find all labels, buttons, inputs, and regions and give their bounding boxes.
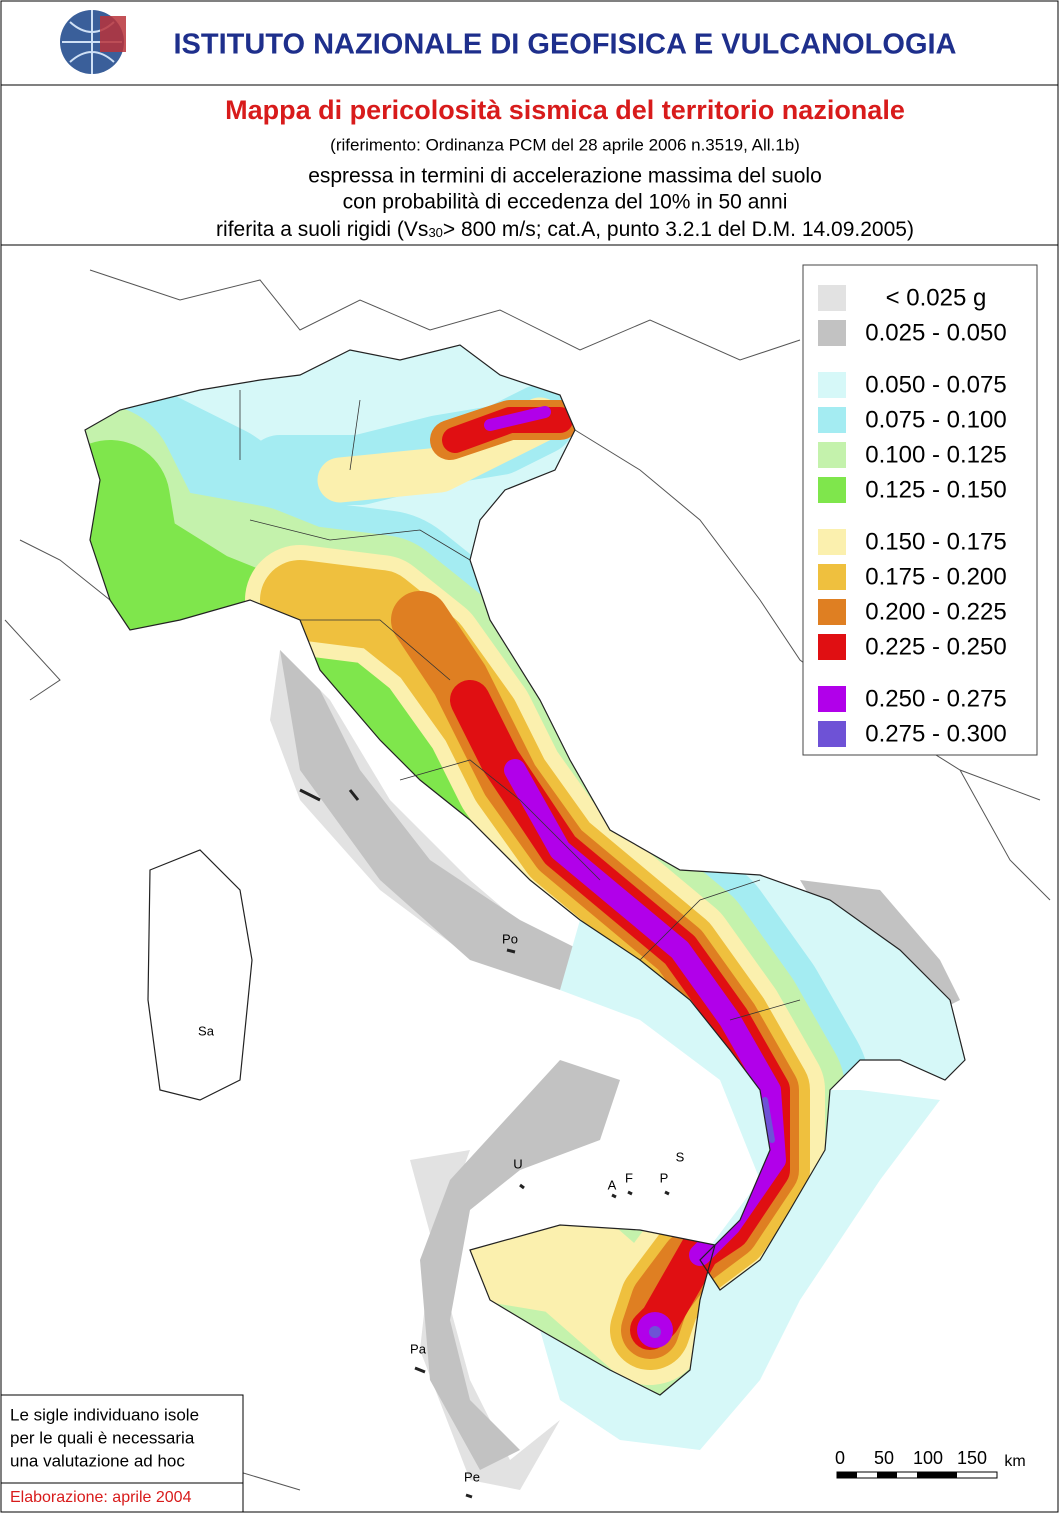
legend-swatch: [818, 634, 846, 660]
note-line: una valutazione ad hoc: [10, 1451, 185, 1470]
legend-label: 0.125 - 0.150: [865, 476, 1006, 503]
legend-swatch: [818, 285, 846, 311]
header-box: [0, 0, 1059, 86]
institute-name: ISTITUTO NAZIONALE DI GEOFISICA E VULCAN…: [173, 29, 956, 61]
hazard-band: [762, 1097, 775, 1143]
logo-grid: [62, 10, 122, 74]
island-label: S: [676, 1149, 685, 1164]
legend-label: 0.200 - 0.225: [865, 598, 1006, 625]
subtitle-part: > 800 m/s; cat.A, punto 3.2.1 del D.M. 1…: [443, 218, 914, 241]
legend-swatch: [818, 407, 846, 433]
island-label: Pa: [410, 1341, 427, 1356]
island-label: Sa: [198, 1023, 215, 1038]
scale-label: 0: [835, 1448, 845, 1468]
small-island: [299, 788, 670, 1499]
coastline: [84, 344, 966, 1396]
note: Le sigle individuano isole per le quali è…: [10, 1405, 199, 1470]
hazard-zone: [649, 1326, 661, 1338]
legend-swatch: [818, 564, 846, 590]
scale-unit: km: [1004, 1453, 1025, 1470]
legend-label: 0.225 - 0.250: [865, 633, 1006, 660]
legend-swatch: [818, 372, 846, 398]
hazard-band: [484, 406, 551, 431]
legend: < 0.025 g 0.025 - 0.050 0.050 - 0.075 0.075…: [818, 284, 1007, 747]
subtitle-subscript: 30: [428, 225, 442, 240]
subtitle-part: riferita a suoli rigidi (Vs: [216, 218, 428, 241]
island-label: A: [608, 1177, 617, 1192]
subtitle-line: espressa in termini di accelerazione mas…: [308, 165, 822, 188]
legend-label: 0.250 - 0.275: [865, 685, 1006, 712]
sardinia: [147, 849, 253, 1101]
scale-label: 50: [874, 1448, 894, 1468]
subtitle-line: con probabilità di eccedenza del 10% in …: [343, 191, 788, 214]
region-border: [239, 390, 801, 1021]
legend-label: 0.025 - 0.050: [865, 319, 1006, 346]
scale-label: 100: [913, 1448, 943, 1468]
scale-bar-segment: [917, 1472, 957, 1478]
island-label: U: [513, 1156, 522, 1171]
scale-bar: 0 50 100 150 km: [835, 1448, 1026, 1479]
legend-swatch: [818, 477, 846, 503]
legend-label: 0.275 - 0.300: [865, 720, 1006, 747]
note-line: per le quali è necessaria: [10, 1428, 195, 1447]
map-title: Mappa di pericolosità sismica del territ…: [225, 95, 905, 125]
footer: Elaborazione: aprile 2004: [10, 1489, 192, 1506]
subtitle-line: riferita a suoli rigidi (Vs30> 800 m/s; …: [216, 218, 914, 241]
legend-label: < 0.025 g: [886, 284, 987, 311]
legend-label: 0.100 - 0.125: [865, 441, 1006, 468]
legend-label: 0.175 - 0.200: [865, 563, 1006, 590]
scale-bar-segment: [877, 1472, 897, 1478]
legend-swatch: [818, 721, 846, 747]
title-box: [0, 84, 1059, 246]
island-label: Pe: [464, 1469, 480, 1484]
legend-swatch: [818, 686, 846, 712]
island-label: Po: [502, 931, 518, 946]
island-labels: Po Sa U A F PS Pa Pe: [198, 931, 685, 1484]
logo-mark: [100, 16, 126, 52]
island-label: P: [660, 1170, 669, 1185]
legend-swatch: [818, 529, 846, 555]
hazard-zone: [280, 650, 960, 1470]
note-box: [0, 1394, 244, 1513]
island-label: F: [625, 1170, 633, 1185]
note-line: Le sigle individuano isole: [10, 1405, 199, 1424]
legend-label: 0.075 - 0.100: [865, 406, 1006, 433]
scale-label: 150: [957, 1448, 987, 1468]
legend-label: 0.150 - 0.175: [865, 528, 1006, 555]
reference: (riferimento: Ordinanza PCM del 28 april…: [330, 135, 800, 154]
legend-box: [802, 264, 1038, 756]
legend-swatch: [818, 442, 846, 468]
scale-bar-segment: [837, 1472, 857, 1478]
legend-swatch: [818, 599, 846, 625]
legend-label: 0.050 - 0.075: [865, 371, 1006, 398]
legend-swatch: [818, 320, 846, 346]
